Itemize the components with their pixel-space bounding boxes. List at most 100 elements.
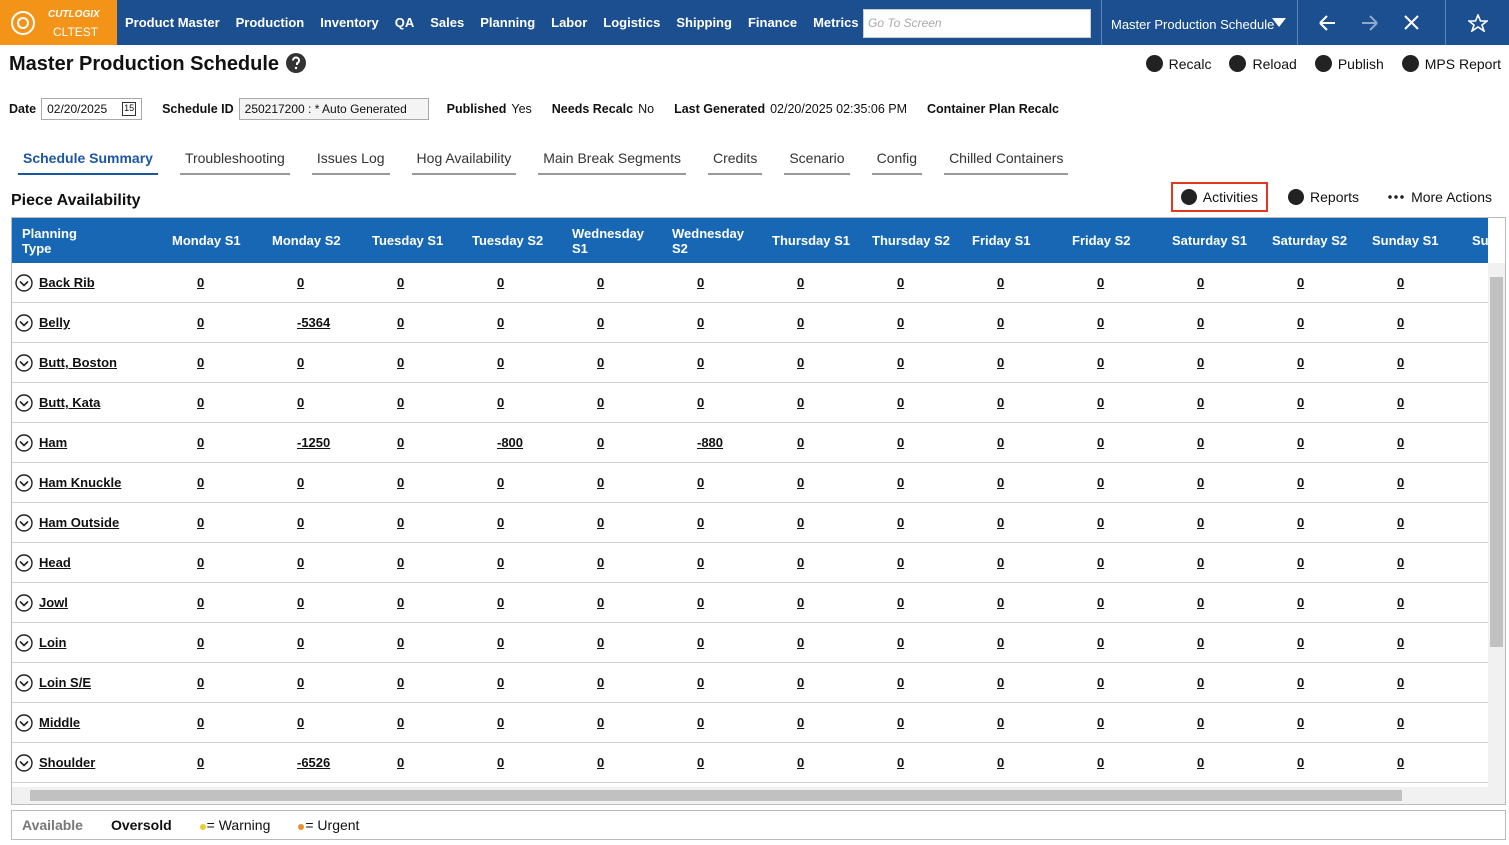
cell-value[interactable]: 0 [897, 755, 905, 770]
cell-value[interactable]: 0 [1197, 555, 1205, 570]
row-name[interactable]: Middle [39, 715, 81, 730]
cell-value[interactable]: 0 [497, 275, 505, 290]
cell-value[interactable]: 0 [397, 675, 405, 690]
cell-value[interactable]: 0 [797, 435, 805, 450]
cell-value[interactable]: 0 [1097, 435, 1105, 450]
cell-value[interactable]: 0 [697, 475, 705, 490]
cell-value[interactable]: 0 [697, 595, 705, 610]
tab[interactable]: Main Break Segments [538, 147, 686, 175]
action-button[interactable]: MPS Report [1401, 55, 1501, 72]
cell-value[interactable]: 0 [197, 635, 205, 650]
cell-value[interactable]: 0 [1397, 315, 1405, 330]
cell-value[interactable]: 0 [697, 395, 705, 410]
favorite-star[interactable] [1468, 14, 1488, 32]
nav-item[interactable]: Product Master [125, 15, 220, 30]
cell-value[interactable]: 0 [397, 595, 405, 610]
nav-item[interactable]: Metrics [813, 15, 859, 30]
nav-item[interactable]: Finance [747, 15, 798, 30]
cell-value[interactable]: 0 [597, 715, 605, 730]
cell-value[interactable]: 0 [697, 755, 705, 770]
row-name[interactable]: Loin [39, 635, 67, 650]
cell-value[interactable]: 0 [497, 675, 505, 690]
cell-value[interactable]: 0 [497, 315, 505, 330]
cell-value[interactable]: 0 [1397, 595, 1405, 610]
cell-value[interactable]: 0 [997, 475, 1005, 490]
cell-value[interactable]: 0 [1197, 755, 1205, 770]
cell-value[interactable]: 0 [997, 595, 1005, 610]
cell-value[interactable]: 0 [397, 755, 405, 770]
nav-item[interactable]: Shipping [676, 15, 732, 30]
cell-value[interactable]: 0 [297, 395, 305, 410]
cell-value[interactable]: 0 [397, 555, 405, 570]
cell-value[interactable]: 0 [1297, 635, 1305, 650]
logo[interactable]: CUTLOGIX CLTEST [0, 0, 117, 45]
cell-value[interactable]: 0 [197, 395, 205, 410]
cell-value[interactable]: 0 [697, 675, 705, 690]
cell-value[interactable]: 0 [1297, 395, 1305, 410]
screen-select[interactable]: Master Production Schedule [1111, 17, 1275, 32]
row-name[interactable]: Loin S/E [39, 675, 91, 690]
cell-value[interactable]: 0 [897, 435, 905, 450]
cell-value[interactable]: 0 [1397, 435, 1405, 450]
cell-value[interactable]: 0 [297, 355, 305, 370]
cell-value[interactable]: 0 [997, 315, 1005, 330]
cell-value[interactable]: 0 [1397, 675, 1405, 690]
cell-value[interactable]: 0 [197, 275, 205, 290]
cell-value[interactable]: 0 [997, 275, 1005, 290]
cell-value[interactable]: 0 [1297, 355, 1305, 370]
cell-value[interactable]: 0 [1397, 635, 1405, 650]
cell-value[interactable]: 0 [797, 475, 805, 490]
expand-icon[interactable] [15, 313, 33, 332]
row-name[interactable]: Ham Knuckle [39, 475, 122, 490]
cell-value[interactable]: -6526 [297, 755, 331, 770]
tab[interactable]: Schedule Summary [18, 147, 158, 175]
expand-icon[interactable] [15, 473, 33, 492]
cell-value[interactable]: 0 [197, 315, 205, 330]
cell-value[interactable]: 0 [597, 355, 605, 370]
expand-icon[interactable] [15, 433, 33, 452]
action-button[interactable]: Publish [1314, 55, 1384, 72]
cell-value[interactable]: 0 [1097, 755, 1105, 770]
expand-icon[interactable] [15, 673, 33, 692]
help-icon[interactable] [285, 52, 307, 74]
tab[interactable]: Issues Log [311, 147, 390, 175]
cell-value[interactable]: 0 [1097, 675, 1105, 690]
cell-value[interactable]: 0 [597, 515, 605, 530]
cell-value[interactable]: 0 [997, 755, 1005, 770]
cell-value[interactable]: 0 [597, 395, 605, 410]
cell-value[interactable]: 0 [1297, 675, 1305, 690]
cell-value[interactable]: 0 [397, 395, 405, 410]
expand-icon[interactable] [15, 353, 33, 372]
cell-value[interactable]: 0 [197, 675, 205, 690]
nav-item[interactable]: Inventory [320, 15, 379, 30]
cell-value[interactable]: 0 [1097, 395, 1105, 410]
cell-value[interactable]: 0 [597, 275, 605, 290]
cell-value[interactable]: 0 [1197, 595, 1205, 610]
cell-value[interactable]: 0 [1397, 755, 1405, 770]
cell-value[interactable]: 0 [797, 635, 805, 650]
cell-value[interactable]: 0 [797, 555, 805, 570]
expand-icon[interactable] [15, 273, 33, 292]
tab[interactable]: Scenario [784, 147, 850, 175]
cell-value[interactable]: -1250 [297, 435, 331, 450]
cell-value[interactable]: 0 [1097, 715, 1105, 730]
cell-value[interactable]: 0 [397, 515, 405, 530]
expand-icon[interactable] [15, 753, 33, 772]
cell-value[interactable]: 0 [1197, 395, 1205, 410]
cell-value[interactable]: 0 [1197, 475, 1205, 490]
expand-icon[interactable] [15, 393, 33, 412]
cell-value[interactable]: 0 [197, 475, 205, 490]
cell-value[interactable]: 0 [897, 675, 905, 690]
cell-value[interactable]: 0 [897, 715, 905, 730]
cell-value[interactable]: 0 [1397, 515, 1405, 530]
cell-value[interactable]: 0 [1197, 275, 1205, 290]
search-input[interactable]: Go To Screen [863, 9, 1091, 38]
cell-value[interactable]: 0 [797, 595, 805, 610]
cell-value[interactable]: 0 [1297, 715, 1305, 730]
cell-value[interactable]: 0 [797, 395, 805, 410]
cell-value[interactable]: 0 [197, 515, 205, 530]
nav-item[interactable]: Production [235, 15, 305, 30]
cell-value[interactable]: 0 [597, 755, 605, 770]
cell-value[interactable]: 0 [697, 275, 705, 290]
toolbar-button[interactable]: More Actions [1379, 182, 1500, 212]
